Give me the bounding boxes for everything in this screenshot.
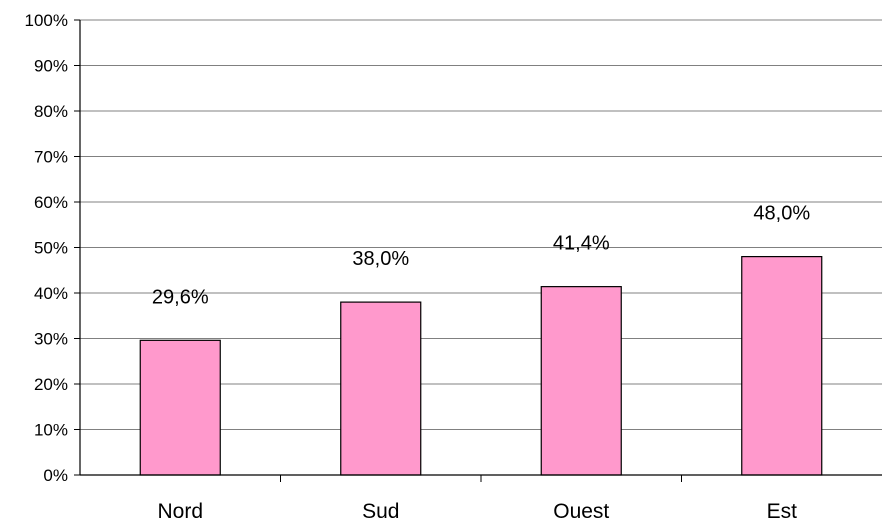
x-category-label: Ouest bbox=[553, 500, 609, 523]
y-tick-label: 100% bbox=[25, 11, 68, 30]
bars bbox=[139, 256, 823, 476]
data-label: 29,6% bbox=[152, 286, 209, 308]
data-label: 41,4% bbox=[553, 233, 610, 255]
y-tick-label: 90% bbox=[34, 57, 68, 76]
x-category-labels: Nord Sud Ouest Est bbox=[157, 500, 797, 523]
x-category-label: Sud bbox=[362, 500, 399, 523]
data-label: 48,0% bbox=[753, 203, 810, 225]
x-category-label: Nord bbox=[157, 500, 203, 523]
data-labels: 29,6% 38,0% 41,4% 48,0% bbox=[152, 203, 810, 309]
axes bbox=[74, 19, 882, 482]
y-tick-label: 30% bbox=[34, 330, 68, 349]
y-tick-label: 0% bbox=[43, 466, 68, 485]
y-tick-label: 10% bbox=[34, 421, 68, 440]
y-tick-label: 20% bbox=[34, 375, 68, 394]
y-tick-label: 40% bbox=[34, 284, 68, 303]
bar-est bbox=[741, 256, 823, 476]
y-tick-label: 70% bbox=[34, 148, 68, 167]
bar-sud bbox=[340, 301, 422, 476]
y-tick-labels: 0% 10% 20% 30% 40% 50% 60% 70% 80% 90% 100% bbox=[25, 11, 68, 485]
y-tick-label: 50% bbox=[34, 239, 68, 258]
y-tick-label: 80% bbox=[34, 102, 68, 121]
data-label: 38,0% bbox=[352, 248, 409, 270]
x-category-label: Est bbox=[767, 500, 798, 523]
bar-ouest bbox=[540, 286, 622, 476]
y-tick-label: 60% bbox=[34, 193, 68, 212]
bar-nord bbox=[139, 339, 221, 476]
